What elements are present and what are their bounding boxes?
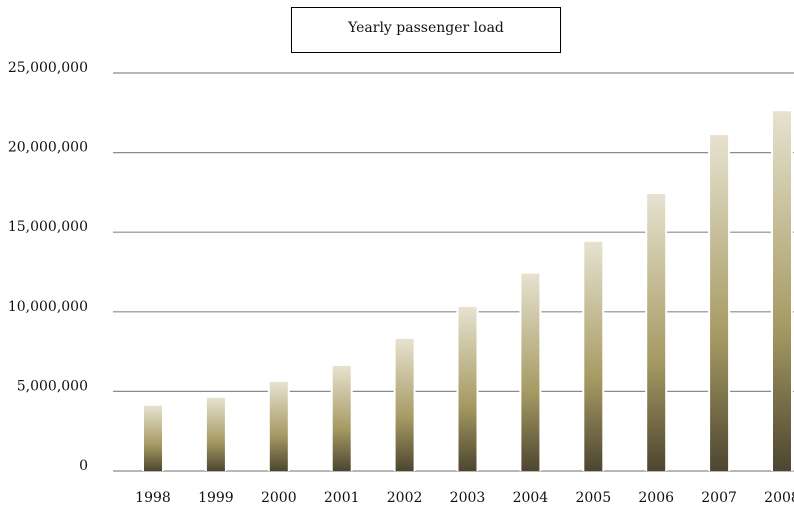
y-tick-label: 10,000,000 [8, 299, 88, 315]
y-tick-label: 5,000,000 [17, 378, 88, 394]
y-tick-label: 25,000,000 [8, 60, 88, 76]
bar-2001 [332, 365, 351, 471]
x-tick-label: 1998 [135, 490, 171, 505]
y-tick-label: 0 [79, 458, 88, 474]
bar-2003 [458, 307, 477, 471]
bar-2004 [521, 273, 540, 471]
bar-2007 [710, 135, 729, 471]
x-tick-label: 2008 [764, 490, 794, 505]
bar-2002 [395, 338, 414, 471]
x-tick-label: 2004 [513, 490, 549, 505]
chart-title: Yearly passenger load [291, 7, 561, 53]
x-tick-label: 2006 [638, 490, 674, 505]
x-tick-label: 2001 [324, 490, 360, 505]
bars [142, 109, 793, 471]
bar-2006 [647, 193, 666, 471]
x-tick-label: 2007 [701, 490, 737, 505]
bar-1999 [206, 397, 225, 471]
bar-2000 [269, 381, 288, 471]
y-axis-ticks: 0 5,000,000 10,000,000 15,000,000 20,000,000… [8, 60, 88, 474]
x-tick-label: 2003 [450, 490, 486, 505]
x-tick-label: 2005 [575, 490, 611, 505]
bar-2005 [584, 241, 603, 471]
x-axis-ticks: 1998 1999 2000 2001 2002 2003 2004 2005 2006 2007… [135, 490, 794, 505]
y-tick-label: 20,000,000 [8, 140, 88, 156]
x-tick-label: 2000 [261, 490, 297, 505]
x-tick-label: 2002 [387, 490, 423, 505]
bar-1998 [144, 405, 162, 471]
bar-2008 [773, 111, 791, 471]
y-tick-label: 15,000,000 [8, 219, 88, 235]
x-tick-label: 1999 [198, 490, 234, 505]
